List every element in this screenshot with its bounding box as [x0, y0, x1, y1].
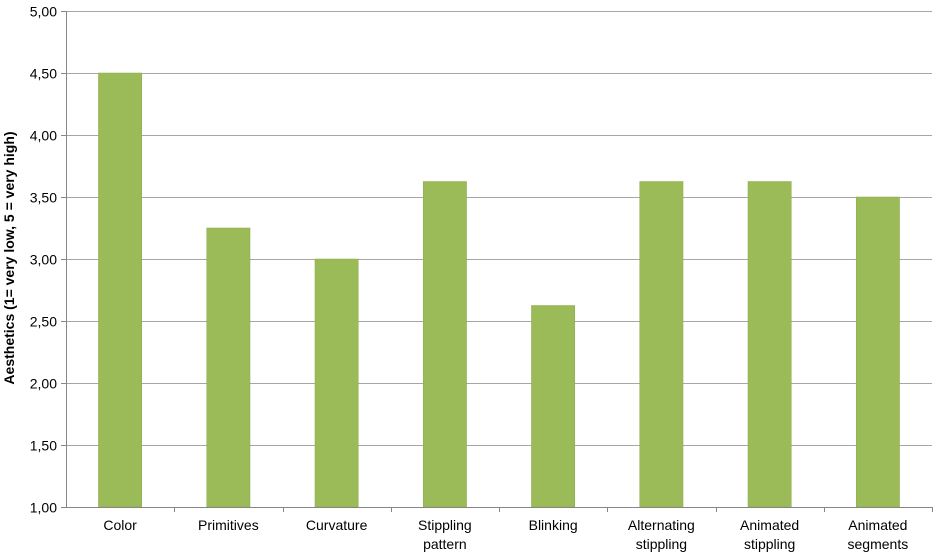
x-tick-label: Blinking [529, 517, 578, 533]
x-tick-label: Color [103, 517, 137, 533]
bar [422, 181, 467, 508]
x-tick-label: Primitives [198, 517, 259, 533]
x-tick-label: Curvature [306, 517, 368, 533]
y-tick-label: 3,00 [30, 252, 57, 268]
x-tick-label-line: Alternating [628, 517, 695, 533]
y-tick-label: 1,00 [30, 500, 57, 516]
y-tick-label: 4,00 [30, 128, 57, 144]
y-tick-label: 1,50 [30, 438, 57, 454]
x-tick-labels: Color Primitives Curvature Stippling pattern… [103, 517, 908, 552]
bar [855, 196, 900, 508]
x-tick-label-line: stippling [636, 536, 687, 552]
bar [98, 72, 143, 508]
y-tick-label: 5,00 [30, 4, 57, 20]
x-tick-label-line: pattern [423, 536, 467, 552]
x-tick-label-line: Blinking [529, 517, 578, 533]
bar [639, 181, 684, 508]
x-tick-label: Stippling pattern [418, 517, 472, 552]
x-tick-label: Alternating stippling [628, 517, 695, 552]
bar [314, 258, 359, 508]
x-tick-label-line: Primitives [198, 517, 259, 533]
bar [531, 305, 576, 508]
y-tick-label: 2,00 [30, 376, 57, 392]
y-tick-labels: 1,00 1,50 2,00 2,50 3,00 3,50 4,00 4,50 5,00 [30, 4, 57, 516]
y-tick-label: 3,50 [30, 190, 57, 206]
x-tick-label-line: Animated [848, 517, 907, 533]
y-tick-label: 2,50 [30, 314, 57, 330]
x-tick-label-line: Stippling [418, 517, 472, 533]
bar [206, 227, 251, 508]
x-tick-label-line: Curvature [306, 517, 368, 533]
x-tick-label-line: stippling [744, 536, 795, 552]
x-tick-label-line: Color [103, 517, 137, 533]
x-tick-label: Animated segments [848, 517, 909, 552]
bar [747, 181, 792, 508]
y-tick-label: 4,50 [30, 66, 57, 82]
axes [61, 11, 933, 512]
gridlines [66, 11, 932, 446]
y-axis-title: Aesthetics (1= very low, 5 = very high) [1, 131, 17, 384]
x-tick-label-line: Animated [740, 517, 799, 533]
x-tick-label: Animated stippling [740, 517, 799, 552]
bars [98, 72, 900, 508]
x-tick-label-line: segments [848, 536, 909, 552]
